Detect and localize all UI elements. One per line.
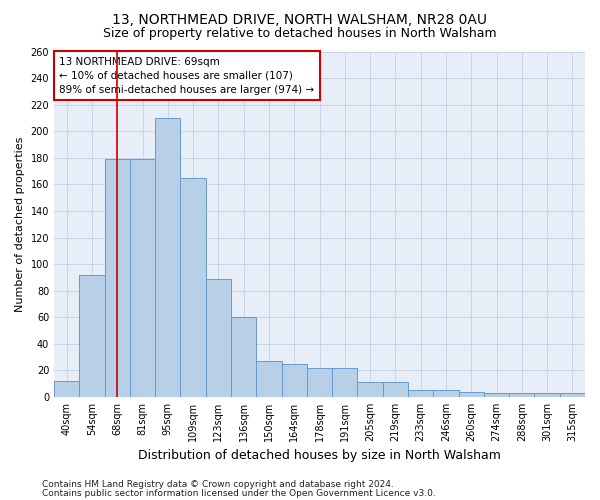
Bar bbox=[54, 381, 79, 397]
Text: Contains HM Land Registry data © Crown copyright and database right 2024.: Contains HM Land Registry data © Crown c… bbox=[42, 480, 394, 489]
Bar bbox=[231, 317, 256, 397]
Bar bbox=[484, 393, 509, 397]
Bar bbox=[181, 178, 206, 397]
Bar bbox=[256, 361, 281, 397]
Text: Size of property relative to detached houses in North Walsham: Size of property relative to detached ho… bbox=[103, 28, 497, 40]
Bar bbox=[458, 392, 484, 397]
Bar bbox=[155, 118, 181, 397]
Bar bbox=[408, 390, 433, 397]
Bar bbox=[560, 393, 585, 397]
Bar bbox=[104, 159, 130, 397]
Bar bbox=[79, 274, 104, 397]
Bar bbox=[307, 368, 332, 397]
Bar bbox=[358, 382, 383, 397]
Bar bbox=[206, 278, 231, 397]
X-axis label: Distribution of detached houses by size in North Walsham: Distribution of detached houses by size … bbox=[138, 450, 501, 462]
Bar bbox=[130, 159, 155, 397]
Bar bbox=[509, 393, 535, 397]
Y-axis label: Number of detached properties: Number of detached properties bbox=[15, 136, 25, 312]
Text: 13, NORTHMEAD DRIVE, NORTH WALSHAM, NR28 0AU: 13, NORTHMEAD DRIVE, NORTH WALSHAM, NR28… bbox=[113, 12, 487, 26]
Text: 13 NORTHMEAD DRIVE: 69sqm
← 10% of detached houses are smaller (107)
89% of semi: 13 NORTHMEAD DRIVE: 69sqm ← 10% of detac… bbox=[59, 56, 314, 94]
Bar bbox=[535, 393, 560, 397]
Text: Contains public sector information licensed under the Open Government Licence v3: Contains public sector information licen… bbox=[42, 488, 436, 498]
Bar bbox=[332, 368, 358, 397]
Bar bbox=[281, 364, 307, 397]
Bar bbox=[433, 390, 458, 397]
Bar bbox=[383, 382, 408, 397]
